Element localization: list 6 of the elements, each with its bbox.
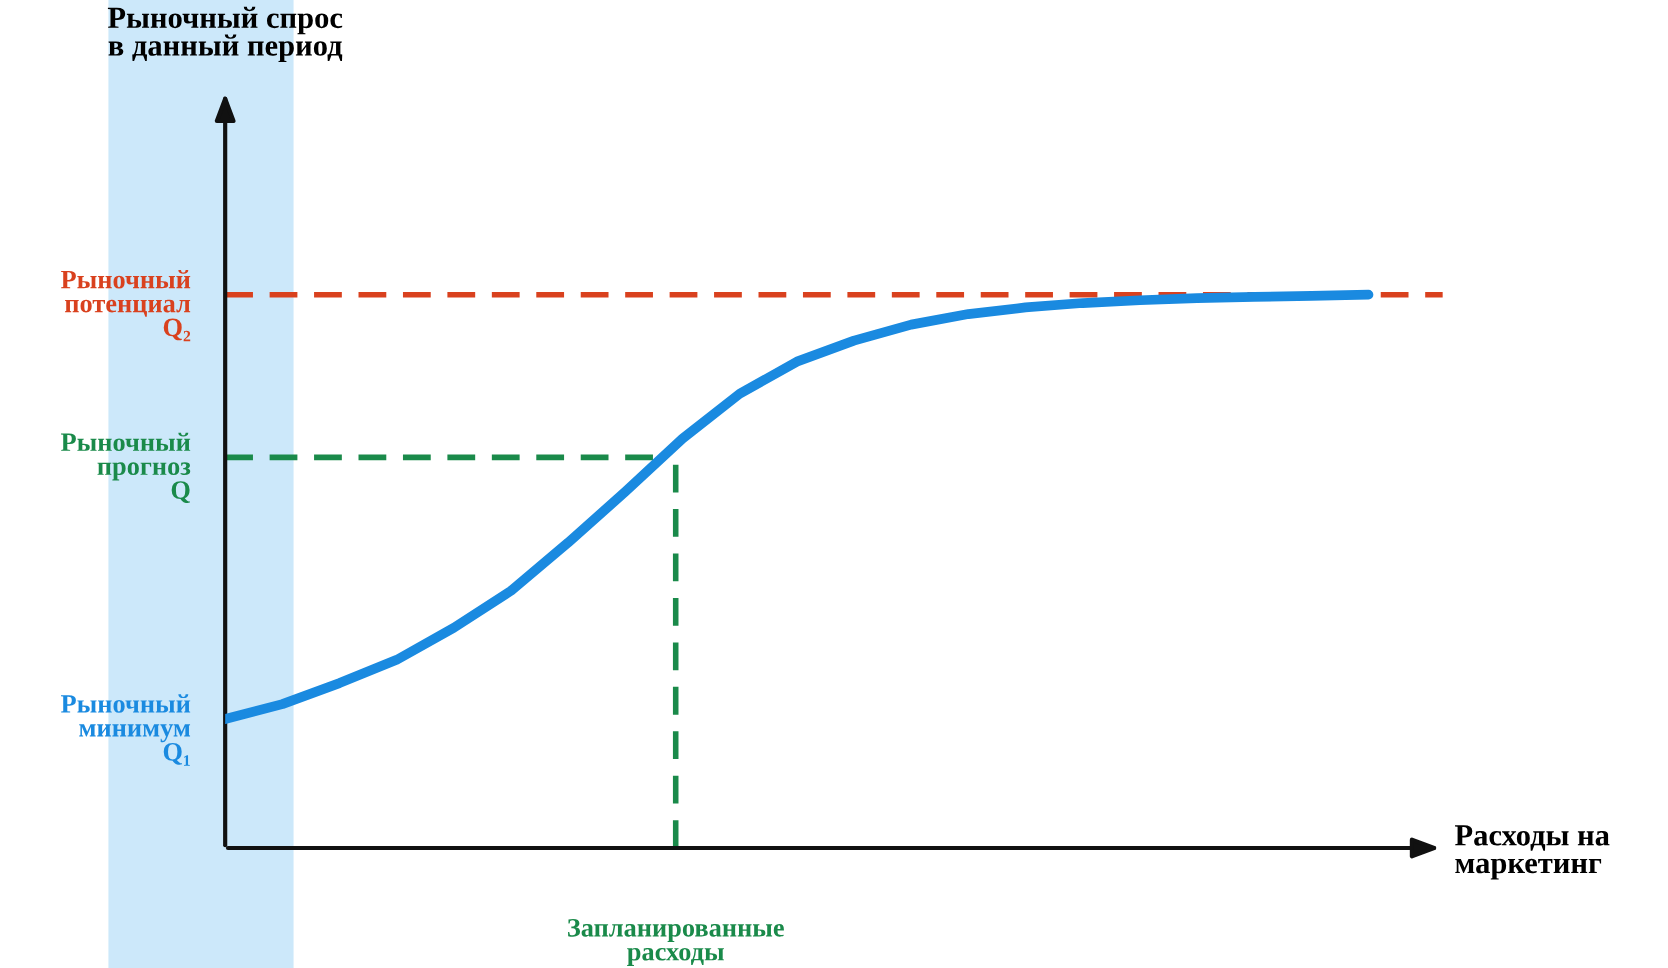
text: Запланированные расходы bbox=[568, 918, 784, 966]
ref-line-label: Рыночный прогноз Q bbox=[61, 432, 191, 503]
x-axis-title: Расходы на маркетинг bbox=[1455, 825, 1610, 880]
text: Рыночный минимум Q₁ bbox=[61, 694, 191, 766]
text: Рыночный спрос в данный период bbox=[107, 6, 343, 63]
ref-line-label: Рыночный потенциал Q₂ bbox=[61, 270, 191, 342]
